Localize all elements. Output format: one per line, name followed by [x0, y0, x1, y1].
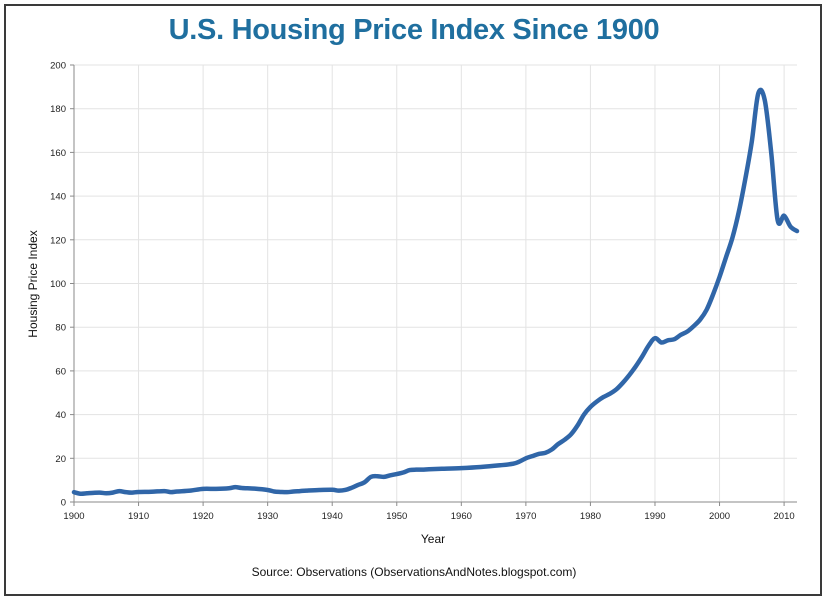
chart-frame: [4, 4, 822, 596]
x-axis-label: Year: [421, 532, 445, 546]
y-tick-label-140: 140: [50, 192, 66, 203]
y-tick-label-200: 200: [50, 61, 66, 72]
x-tick-label-1900: 1900: [63, 511, 84, 522]
x-tick-label-1930: 1930: [257, 511, 278, 522]
y-tick-label-180: 180: [50, 104, 66, 115]
y-tick-label-60: 60: [55, 366, 66, 377]
y-tick-label-120: 120: [50, 235, 66, 246]
x-tick-label-1990: 1990: [644, 511, 665, 522]
gridlines: [73, 64, 797, 503]
chart-title: U.S. Housing Price Index Since 1900: [168, 14, 660, 46]
x-tick-label-1960: 1960: [451, 511, 472, 522]
y-tick-label-160: 160: [50, 148, 66, 159]
x-tick-label-1910: 1910: [128, 511, 149, 522]
x-tick-label-1950: 1950: [386, 511, 407, 522]
y-tick-label-20: 20: [55, 454, 66, 465]
x-axis-ticks: 1900 1910 1920 1930 1940 1950 1960 1970 1980 1990…: [63, 502, 795, 522]
y-tick-label-80: 80: [55, 323, 66, 334]
y-tick-label-0: 0: [61, 498, 66, 509]
x-tick-label-2010: 2010: [774, 511, 795, 522]
series-line-housing-price-index: [71, 87, 800, 496]
x-tick-label-1920: 1920: [193, 511, 214, 522]
x-tick-label-1940: 1940: [322, 511, 343, 522]
y-tick-label-100: 100: [50, 279, 66, 290]
x-tick-label-2000: 2000: [709, 511, 730, 522]
x-tick-label-1970: 1970: [515, 511, 536, 522]
x-tick-label-1980: 1980: [580, 511, 601, 522]
y-axis-ticks: 0 20 40 60 80 100 120 140 160 180 200: [50, 61, 74, 509]
y-tick-label-40: 40: [55, 410, 66, 421]
y-axis-label: Housing Price Index: [26, 230, 40, 337]
source-note: Source: Observations (ObservationsAndNot…: [251, 565, 577, 579]
